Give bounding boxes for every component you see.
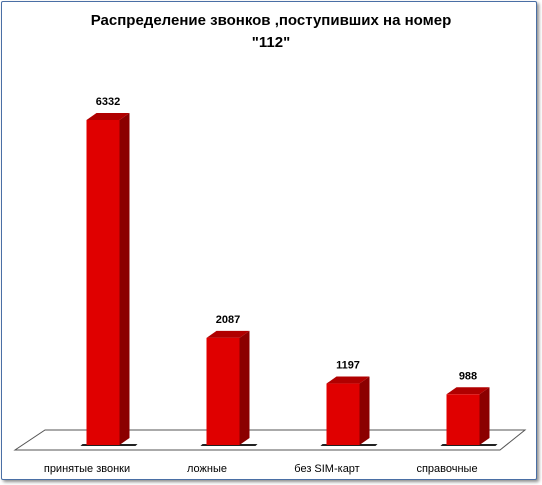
chart-title-line1: Распределение звонков ,поступивших на но… [90,12,452,29]
bar-top [86,113,130,120]
labels-group: 6332 принятые звонки 2087 ложные 1197 без SIM… [44,96,478,475]
chart-title-line2: "112" [251,34,291,51]
category-label-3: справочные [416,463,477,475]
chart-title: Распределение звонков ,поступивших на но… [0,10,542,54]
bar-0 [80,113,138,446]
category-label-2: без SIM-карт [294,463,359,475]
data-label-3: 988 [459,370,477,382]
bar-top [206,330,250,338]
bar-2 [320,376,378,446]
bar-side [239,330,250,445]
bar-top [446,387,490,395]
data-label-0: 6332 [96,96,120,108]
bar-front [326,383,360,445]
data-label-2: 1197 [336,360,360,372]
bars-group [80,113,498,446]
category-label-0: принятые звонки [44,463,130,475]
bar-front [206,337,240,445]
chart-floor [13,429,527,451]
bar-3 [440,387,498,446]
bar-front [86,120,120,445]
bar-front [446,394,480,445]
bar-top [326,376,370,384]
bar-side [119,113,130,445]
bar-side [479,387,490,445]
data-label-1: 2087 [216,314,240,326]
category-label-1: ложные [187,463,227,475]
bar-1 [200,330,258,446]
bar-side [359,376,370,445]
